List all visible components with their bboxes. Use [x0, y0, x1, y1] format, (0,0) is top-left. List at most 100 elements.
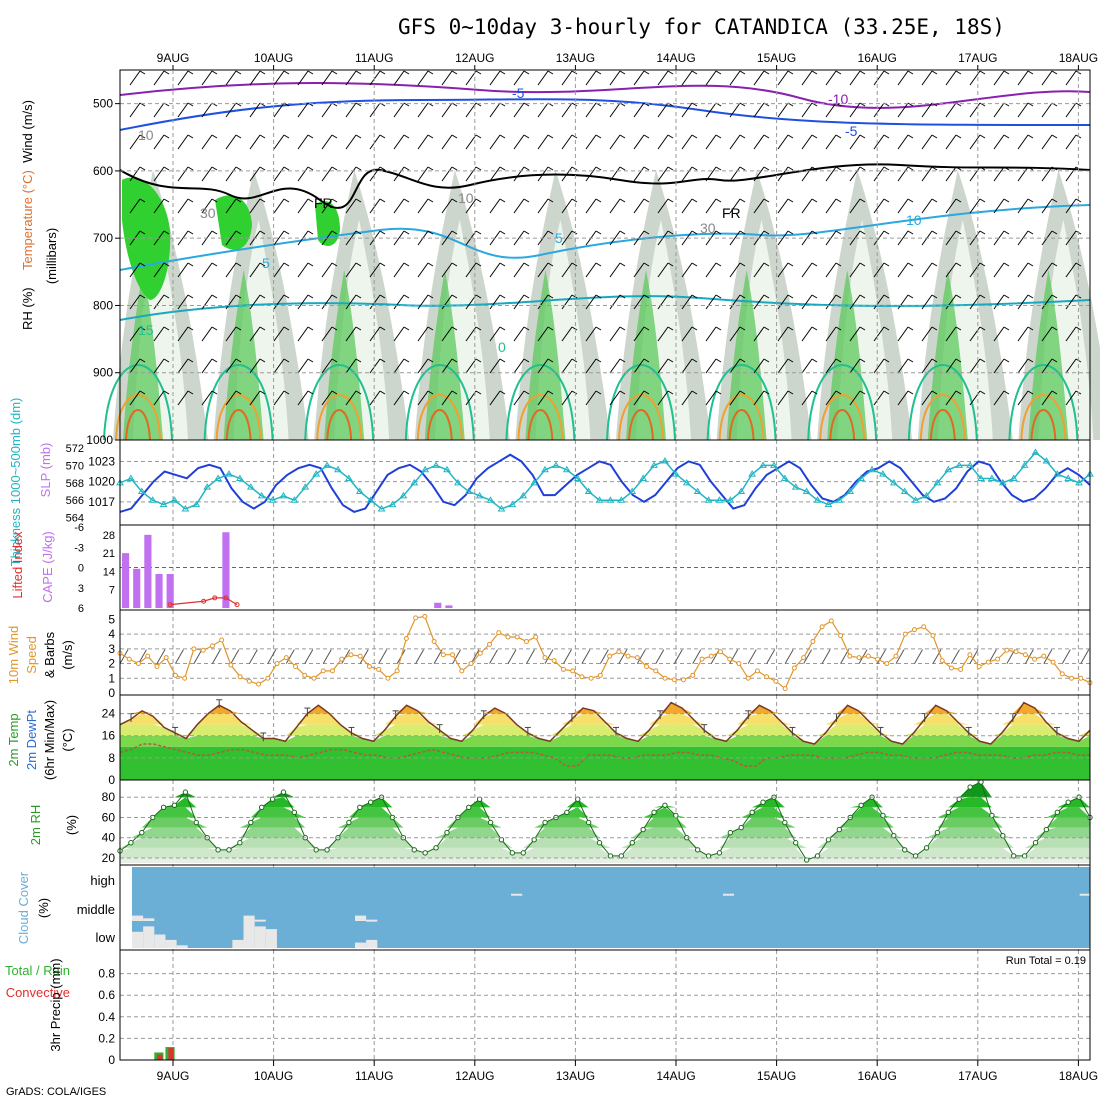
upper-wind-barb [897, 102, 914, 118]
upper-temp-contour [919, 394, 966, 441]
upper-wind-barb [705, 166, 722, 182]
date-label-top: 9AUG [157, 51, 190, 65]
upper-wind-barb [273, 198, 290, 214]
rh-point [487, 819, 494, 826]
cape-tick-label: 21 [103, 548, 115, 560]
upper-wind-barb [393, 358, 410, 374]
upper-wind-barb [777, 358, 794, 374]
upper-wind-barb [753, 198, 770, 214]
rh-point [422, 850, 428, 856]
rh-point [967, 784, 973, 790]
thickness-point [443, 465, 451, 473]
upper-wind-barb [945, 390, 962, 406]
wind-tick-label: 2 [108, 657, 115, 671]
upper-wind-barb [657, 70, 674, 86]
upper-wind-barb [129, 294, 146, 310]
upper-wind-barb [297, 326, 314, 342]
wind-barb [267, 649, 277, 664]
cloud-level-label: high [90, 873, 115, 888]
upper-wind-barb [249, 390, 266, 406]
thickness-point [671, 470, 680, 477]
upper-wind-barb [297, 262, 314, 278]
upper-wind-barb [441, 358, 458, 374]
wind-speed-point [523, 638, 529, 644]
upper-wind-barb [153, 294, 170, 310]
wind-speed-point [366, 663, 372, 669]
upper-temp-contour [527, 409, 554, 441]
precip-frame [119, 949, 1091, 1061]
rh-point [618, 853, 625, 859]
thickness-point [268, 496, 277, 503]
wind-barb [156, 649, 166, 664]
upper-wind-barb [729, 166, 746, 182]
upper-wind-barb [513, 166, 530, 182]
upper-wind-barb [681, 294, 698, 310]
wind-speed-point [191, 646, 197, 652]
upper-wind-barb [489, 294, 506, 310]
thickness-point [137, 487, 146, 495]
wind-barb [784, 649, 794, 664]
wind-speed-point [1013, 649, 1019, 655]
thickness-point [715, 496, 724, 503]
upper-wind-barb [321, 390, 338, 406]
upper-wind-barb [441, 294, 458, 310]
upper-wind-barb [249, 134, 266, 150]
date-label-top: 17AUG [958, 51, 997, 65]
upper-wind-barb [777, 134, 794, 150]
wind-barb [562, 649, 572, 664]
upper-wind-barb [129, 134, 146, 150]
upper-rh-green [424, 270, 465, 440]
upper-wind-barb [849, 166, 866, 182]
upper-wind-barb [441, 70, 458, 86]
rh-point [237, 840, 243, 846]
upper-wind-barb [945, 134, 962, 150]
upper-wind-barb [801, 70, 818, 86]
upper-wind-barb [585, 358, 602, 374]
upper-wind-barb [777, 390, 794, 406]
upper-wind-barb [273, 390, 290, 406]
thickness-point [421, 465, 430, 473]
upper-wind-barb [369, 262, 386, 278]
wind-speed-point [884, 661, 890, 667]
wind-speed-point [699, 656, 705, 662]
rh-fill [120, 827, 1090, 838]
upper-wind-barb [201, 294, 218, 310]
thickness-point [748, 470, 757, 477]
upper-wind-barb [801, 134, 818, 150]
upper-wind-barb [969, 166, 986, 182]
wind-speed-point [921, 624, 927, 630]
upper-wind-barb [993, 166, 1010, 182]
rh-point [1043, 826, 1050, 833]
wind-speed-point [514, 634, 520, 640]
rh-point [738, 824, 744, 831]
upper-wind-barb [225, 230, 242, 246]
upper-wind-barb [369, 390, 386, 406]
upper-wind-barb [969, 262, 986, 278]
wind-speed-point [948, 665, 954, 671]
thickness-point [290, 496, 299, 503]
upper-wind-barb [249, 326, 266, 342]
upper-wind-barb [225, 390, 242, 406]
upper-wind-barb [393, 390, 410, 406]
wind-barb [729, 649, 739, 664]
thickness-point [279, 491, 288, 499]
wind-speed-point [505, 634, 511, 640]
thickness-point [1075, 478, 1083, 486]
cape-bar [144, 534, 152, 608]
upper-wind-barb [729, 230, 746, 246]
upper-wind-barb [249, 262, 266, 278]
upper-wind-barb [537, 198, 554, 214]
rh-point [956, 796, 962, 802]
wind-label-4: (m/s) [60, 640, 75, 670]
precip-convective-bar [168, 1048, 174, 1060]
rh-point [749, 809, 755, 816]
rh-point [411, 847, 417, 853]
thickness-point [530, 478, 539, 486]
upper-wind-barb [753, 134, 770, 150]
rh-point [466, 804, 472, 811]
wind-speed-point [634, 655, 640, 661]
temp-label-2: 2m DewPt [24, 710, 39, 770]
thickness-point [704, 496, 713, 503]
upper-wind-barb [129, 358, 146, 374]
upper-wind-barb [873, 134, 890, 150]
